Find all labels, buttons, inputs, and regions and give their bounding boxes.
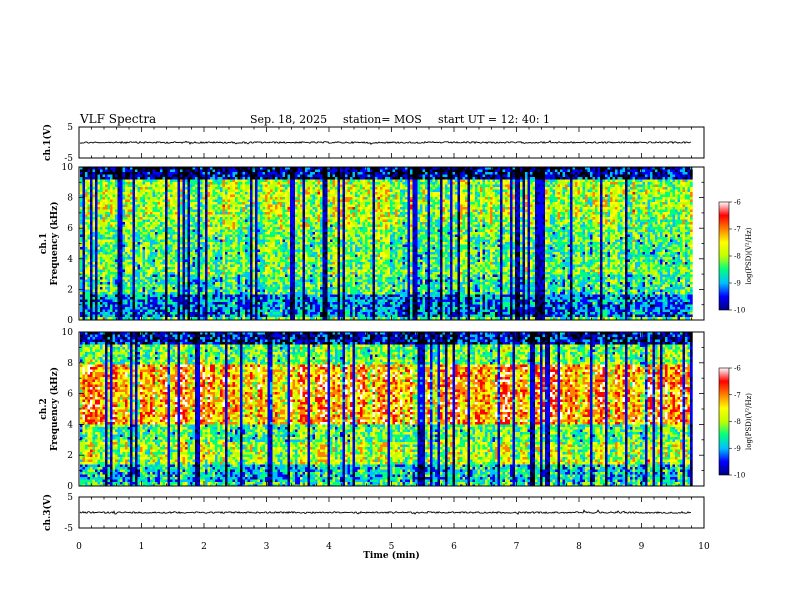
y-tick-label: -5 [64,524,73,534]
ch3-waveform-ylabel: ch.3(V) [42,494,53,531]
x-tick-label: 10 [698,542,710,552]
ch1-spectrogram-colorbar-label: log(PSD)(V²/Hz) [745,227,753,284]
x-tick-label: 7 [514,542,520,552]
ch1-spectrogram-panel: 0 2 4 6 8 10 ch.1 Frequency (kHz) [39,163,705,326]
ch2-spectrogram-panel: 0 2 4 6 8 10 ch.2 Frequency (kHz) [39,328,705,492]
y-tick-label: 8 [67,359,73,369]
ch1-waveform-panel: 5 -5 ch.1(V) [42,123,705,164]
y-tick-label: 10 [62,328,74,338]
y-tick-label: 5 [67,493,73,503]
ch3-waveform-trace [79,509,692,515]
y-tick-label: 0 [67,316,73,326]
date-label: Sep. 18, 2025 [250,113,327,126]
y-tick-label: -5 [64,154,73,164]
y-tick-label: 0 [67,482,73,492]
colorbar-tick-label: -9 [734,280,741,288]
colorbar-tick-label: -10 [734,307,745,315]
x-tick-label: 5 [389,542,395,552]
x-tick-label: 9 [639,542,645,552]
ch2-spectrogram-ylabel-channel: ch.2 [39,398,49,419]
x-axis-label: Time (min) [363,550,420,561]
ch3-waveform-panel: 5 -5 ch.3(V) [42,493,705,534]
x-tick-label: 1 [139,542,145,552]
colorbar-tick-label: -9 [734,445,741,453]
station-label: station= MOS [343,113,422,126]
y-tick-label: 6 [67,224,73,234]
y-tick-label: 4 [67,255,73,265]
colorbar-tick-label: -8 [734,253,741,261]
y-tick-label: 5 [67,123,73,133]
ch1-spectrogram-image [79,167,704,320]
ch1-waveform-trace [79,140,692,146]
colorbar-tick-label: -6 [734,199,741,207]
ch1-spectrogram-colorbar [718,201,730,311]
figure-title: VLF Spectra [79,112,156,126]
x-tick-label: 6 [451,542,457,552]
colorbar-tick-label: -10 [734,472,745,480]
x-tick-label: 4 [326,542,332,552]
y-tick-label: 8 [67,194,73,204]
time-axis: 0 1 2 3 4 5 6 7 8 9 10 Time (min) [76,542,710,561]
ch1-spectrogram-ylabel-frequency: Frequency (kHz) [49,201,60,285]
colorbar-tick-label: -6 [734,365,741,373]
ch2-spectrogram-image [79,332,704,486]
colorbars: -6 -7 -8 -9 -10 log(PSD)(V²/Hz) -6 -7 -8 -9 -10 log… [718,199,753,480]
x-tick-label: 3 [264,542,270,552]
y-tick-label: 6 [67,390,73,400]
colorbar-tick-label: -7 [734,226,741,234]
y-tick-label: 2 [67,451,73,461]
ch2-spectrogram-colorbar [718,367,730,476]
ch2-spectrogram-ylabel-frequency: Frequency (kHz) [49,367,60,451]
x-tick-label: 0 [76,542,82,552]
colorbar-tick-label: -8 [734,418,741,426]
x-tick-label: 8 [576,542,582,552]
ch1-spectrogram-ylabel-channel: ch.1 [39,233,49,254]
y-tick-label: 2 [67,285,73,295]
y-tick-label: 4 [67,420,73,430]
ch2-spectrogram-colorbar-label: log(PSD)(V²/Hz) [745,393,753,450]
x-tick-label: 2 [201,542,207,552]
ch1-waveform-ylabel: ch.1(V) [42,124,53,161]
y-tick-label: 10 [62,163,74,173]
colorbar-tick-label: -7 [734,391,741,399]
start-time-label: start UT = 12: 40: 1 [438,113,550,126]
